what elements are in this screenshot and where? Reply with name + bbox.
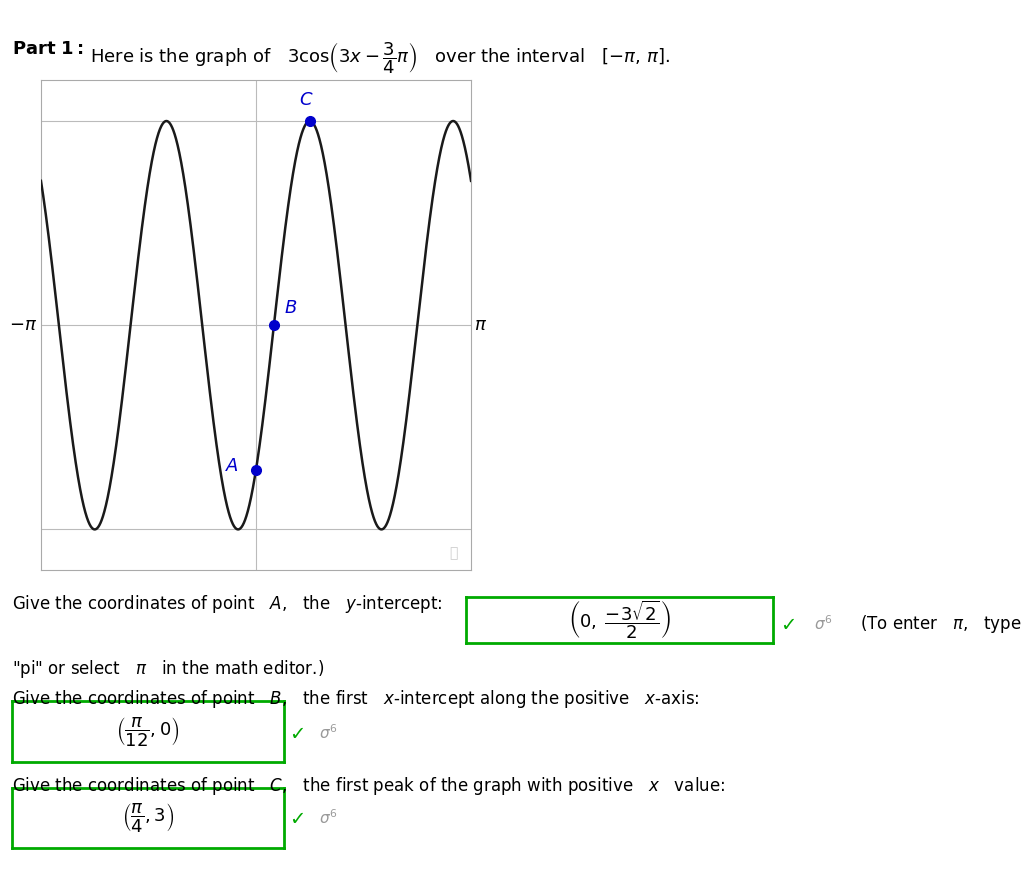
Text: $\checkmark$: $\checkmark$ [780, 614, 796, 634]
Text: $\sigma^6$: $\sigma^6$ [319, 723, 338, 741]
Text: $\left(\dfrac{\pi}{4},3\right)$: $\left(\dfrac{\pi}{4},3\right)$ [122, 801, 174, 835]
Text: $A$: $A$ [225, 457, 239, 475]
Text: $\left(\dfrac{\pi}{12},0\right)$: $\left(\dfrac{\pi}{12},0\right)$ [116, 715, 180, 748]
Text: $\checkmark$: $\checkmark$ [289, 808, 304, 828]
Text: Give the coordinates of point   $A$,   the   $y$-intercept:: Give the coordinates of point $A$, the $… [12, 593, 442, 615]
Text: 🔍: 🔍 [450, 546, 458, 560]
Text: Give the coordinates of point   $C$,   the first peak of the graph with positive: Give the coordinates of point $C$, the f… [12, 775, 725, 797]
Text: (To enter   $\pi$,   type: (To enter $\pi$, type [860, 613, 1022, 634]
Text: $\pi$: $\pi$ [474, 316, 487, 334]
Text: $\mathbf{Part\ 1:}$: $\mathbf{Part\ 1:}$ [12, 40, 84, 58]
Text: $-\pi$: $-\pi$ [9, 316, 38, 334]
Text: "pi" or select   $\pi$   in the math editor.): "pi" or select $\pi$ in the math editor.… [12, 658, 325, 680]
Text: $\checkmark$: $\checkmark$ [289, 723, 304, 742]
Text: $B$: $B$ [285, 299, 297, 317]
Text: $C$: $C$ [299, 91, 313, 109]
Text: $\sigma^6$: $\sigma^6$ [319, 809, 338, 827]
Text: Give the coordinates of point   $B$,   the first   $x$-intercept along the posit: Give the coordinates of point $B$, the f… [12, 688, 699, 710]
Text: $\sigma^6$: $\sigma^6$ [814, 615, 833, 633]
Text: Here is the graph of   $3\cos\!\left(3x - \dfrac{3}{4}\pi\right)$   over the int: Here is the graph of $3\cos\!\left(3x - … [90, 40, 670, 76]
Text: $\left(0,\;\dfrac{-3\sqrt{2}}{2}\right)$: $\left(0,\;\dfrac{-3\sqrt{2}}{2}\right)$ [568, 599, 671, 642]
